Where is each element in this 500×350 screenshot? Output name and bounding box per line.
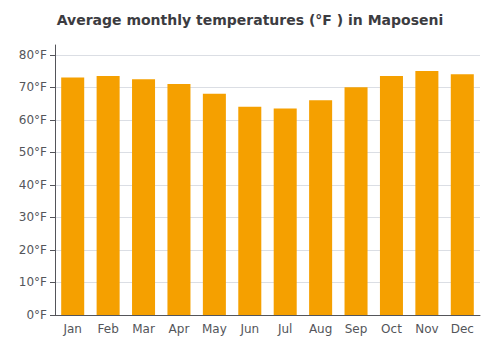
svg-text:0°F: 0°F [26,308,47,322]
svg-text:Aug: Aug [309,322,332,336]
svg-text:70°F: 70°F [19,80,47,94]
svg-text:Jul: Jul [277,322,292,336]
svg-text:60°F: 60°F [19,113,47,127]
svg-text:Jun: Jun [239,322,259,336]
svg-text:Mar: Mar [132,322,155,336]
svg-text:20°F: 20°F [19,243,47,257]
svg-text:Feb: Feb [98,322,119,336]
svg-text:10°F: 10°F [19,275,47,289]
svg-text:Dec: Dec [451,322,474,336]
svg-text:Sep: Sep [345,322,368,336]
svg-text:Oct: Oct [381,322,402,336]
svg-text:30°F: 30°F [19,210,47,224]
svg-text:Nov: Nov [415,322,438,336]
svg-text:80°F: 80°F [19,48,47,62]
svg-text:May: May [202,322,227,336]
svg-text:50°F: 50°F [19,145,47,159]
svg-text:Jan: Jan [62,322,82,336]
svg-text:Apr: Apr [169,322,190,336]
svg-text:40°F: 40°F [19,178,47,192]
svg-text:Average monthly temperatures (: Average monthly temperatures (°F ) in Ma… [57,12,444,28]
